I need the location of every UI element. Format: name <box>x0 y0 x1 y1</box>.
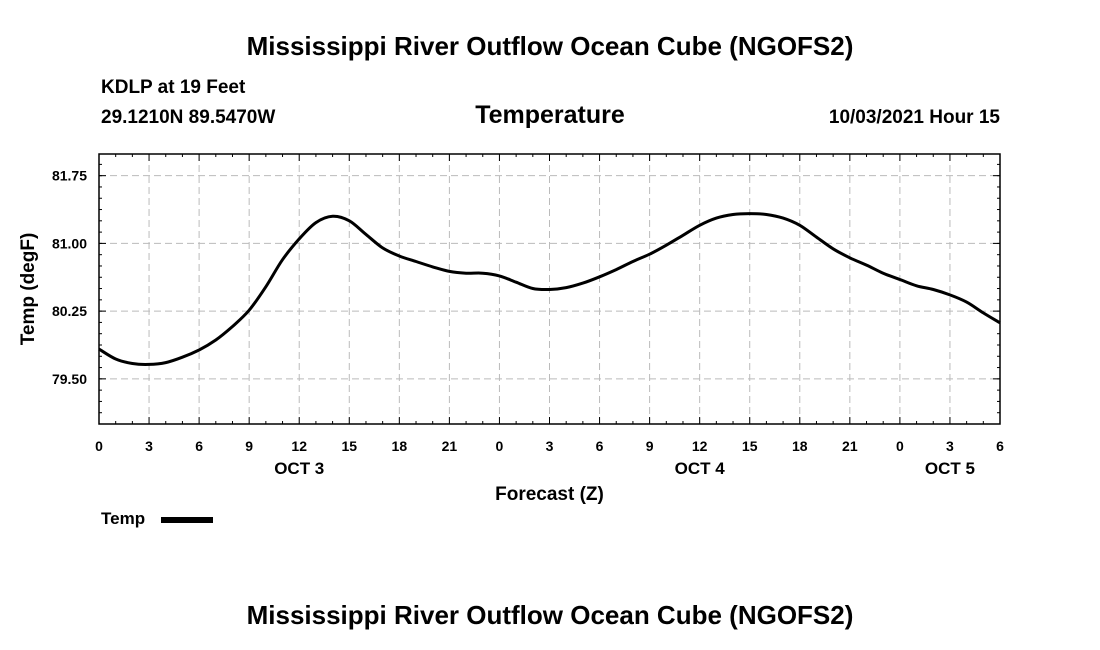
x-tick-label: 21 <box>442 438 458 454</box>
axis-tick-labels: 0 3 6 9 12 15 18 21 0 3 6 9 12 15 18 21 0 3 6 79.50 80.25 81.… <box>52 168 1004 478</box>
x-tick-label: 15 <box>341 438 357 454</box>
legend-label: Temp <box>101 509 146 528</box>
x-tick-label: 12 <box>291 438 307 454</box>
x-tick-label: 12 <box>692 438 708 454</box>
day-label: OCT 3 <box>274 459 324 478</box>
x-tick-label: 3 <box>946 438 954 454</box>
chart-subtitle: Temperature <box>475 101 625 129</box>
station-label: KDLP at 19 Feet <box>101 77 246 98</box>
legend-swatch <box>161 517 213 523</box>
plot-frame <box>98 153 1001 425</box>
y-tick-label: 81.75 <box>52 168 87 184</box>
x-tick-label: 6 <box>996 438 1004 454</box>
x-tick-label: 0 <box>496 438 504 454</box>
x-tick-label: 3 <box>546 438 554 454</box>
x-tick-label: 9 <box>245 438 253 454</box>
forecast-date: 10/03/2021 Hour 15 <box>828 107 1000 128</box>
series-layer <box>98 212 1001 366</box>
day-label: OCT 5 <box>925 459 975 478</box>
x-tick-label: 21 <box>842 438 858 454</box>
chart-title-bottom: Mississippi River Outflow Ocean Cube (NG… <box>246 600 854 630</box>
x-tick-label: 6 <box>596 438 604 454</box>
x-tick-label: 3 <box>145 438 153 454</box>
x-tick-label: 6 <box>195 438 203 454</box>
grid <box>99 154 1000 424</box>
y-tick-label: 79.50 <box>52 371 87 387</box>
x-tick-label: 18 <box>792 438 808 454</box>
y-tick-label: 81.00 <box>52 235 87 251</box>
x-tick-label: 18 <box>392 438 408 454</box>
y-tick-label: 80.25 <box>52 303 87 319</box>
x-tick-label: 15 <box>742 438 758 454</box>
day-label: OCT 4 <box>675 459 726 478</box>
x-tick-label: 0 <box>95 438 103 454</box>
chart-title-top: Mississippi River Outflow Ocean Cube (NG… <box>246 31 854 61</box>
x-tick-label: 9 <box>646 438 654 454</box>
series-line-temp <box>98 212 1001 366</box>
x-tick-label: 0 <box>896 438 904 454</box>
y-axis-label: Temp (degF) <box>18 233 39 346</box>
station-coordinates: 29.1210N 89.5470W <box>101 107 276 128</box>
x-axis-label: Forecast (Z) <box>495 484 604 505</box>
